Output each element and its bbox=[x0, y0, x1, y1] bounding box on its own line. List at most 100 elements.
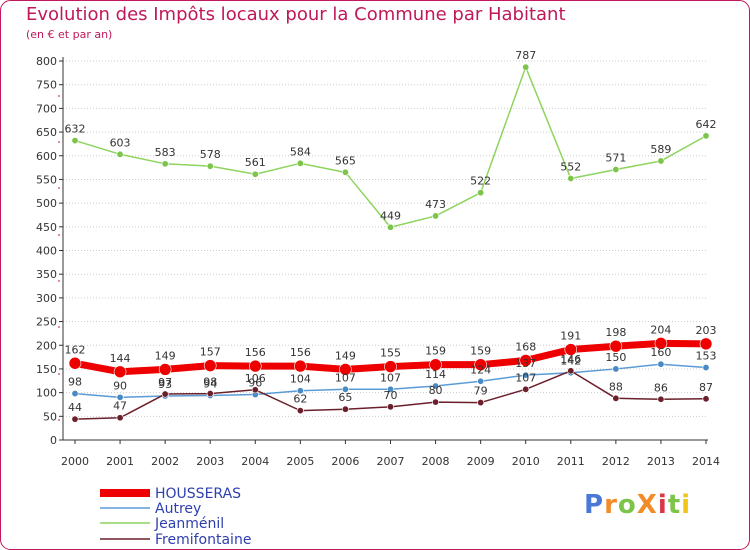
x-tick-label: 2012 bbox=[602, 455, 630, 468]
x-tick-label: 2013 bbox=[647, 455, 675, 468]
legend-label: HOUSSERAS bbox=[155, 486, 241, 502]
data-point bbox=[699, 337, 713, 351]
data-point bbox=[519, 354, 533, 367]
x-tick-label: 2005 bbox=[286, 455, 314, 468]
data-label: 160 bbox=[650, 346, 671, 359]
y-tick-label: 600 bbox=[36, 150, 57, 163]
data-point bbox=[654, 337, 668, 350]
data-label: 146 bbox=[560, 353, 581, 366]
data-label: 150 bbox=[605, 351, 626, 364]
x-tick-label: 2006 bbox=[331, 455, 359, 468]
data-label: 552 bbox=[560, 160, 581, 173]
data-label: 149 bbox=[335, 349, 356, 362]
data-point bbox=[429, 358, 442, 371]
x-tick-label: 2010 bbox=[512, 455, 540, 468]
data-label: 159 bbox=[425, 345, 446, 358]
y-tick-label: 0 bbox=[50, 434, 57, 447]
data-label: 65 bbox=[338, 391, 352, 404]
data-point bbox=[158, 363, 172, 376]
data-label: 107 bbox=[380, 371, 401, 384]
data-label: 168 bbox=[515, 340, 536, 353]
x-tick-label: 2001 bbox=[106, 455, 134, 468]
data-point bbox=[522, 371, 530, 379]
data-label: 583 bbox=[155, 146, 176, 159]
data-label: 149 bbox=[155, 349, 176, 362]
data-label: 124 bbox=[470, 363, 491, 376]
data-label: 198 bbox=[605, 326, 626, 339]
y-tick-label: 450 bbox=[36, 221, 57, 234]
data-label: 156 bbox=[290, 346, 311, 359]
y-tick-label: 400 bbox=[36, 245, 57, 258]
y-tick-label: 250 bbox=[36, 316, 57, 329]
data-label: 47 bbox=[113, 400, 127, 413]
legend-label: Fremifontaine bbox=[155, 532, 251, 548]
data-point bbox=[341, 405, 349, 413]
data-point bbox=[161, 160, 169, 168]
y-tick-label: 350 bbox=[36, 268, 57, 281]
data-label: 159 bbox=[470, 345, 491, 358]
y-tick-label: 650 bbox=[36, 126, 57, 139]
data-label: 96 bbox=[248, 377, 262, 390]
data-point bbox=[116, 414, 124, 422]
data-point bbox=[657, 360, 665, 368]
data-point bbox=[116, 393, 124, 401]
x-tick-label: 2000 bbox=[61, 455, 89, 468]
data-label: 98 bbox=[68, 376, 82, 389]
data-point bbox=[702, 395, 710, 403]
data-point bbox=[702, 364, 710, 372]
y-tick-label: 700 bbox=[36, 102, 57, 115]
data-label: 137 bbox=[515, 357, 536, 370]
data-label: 106 bbox=[245, 372, 266, 385]
data-point bbox=[68, 356, 82, 370]
data-label: 44 bbox=[68, 401, 82, 414]
legend-label: Jeanménil bbox=[154, 516, 224, 532]
data-label: 79 bbox=[474, 385, 488, 398]
data-point bbox=[206, 162, 214, 170]
y-tick-label: 100 bbox=[36, 387, 57, 400]
data-point bbox=[294, 359, 307, 373]
data-label: 86 bbox=[654, 381, 668, 394]
data-label: 62 bbox=[293, 393, 307, 406]
data-point bbox=[702, 132, 710, 140]
data-label: 94 bbox=[203, 377, 217, 390]
data-label: 142 bbox=[560, 355, 581, 368]
data-point bbox=[341, 385, 349, 393]
data-label: 561 bbox=[245, 156, 266, 169]
data-point bbox=[296, 387, 304, 395]
data-point bbox=[386, 385, 394, 393]
y-tick-label: 500 bbox=[36, 197, 57, 210]
data-point bbox=[474, 358, 487, 371]
x-tick-label: 2007 bbox=[377, 455, 405, 468]
data-point bbox=[612, 365, 620, 373]
data-label: 107 bbox=[515, 371, 536, 384]
y-tick-label: 550 bbox=[36, 173, 57, 186]
data-label: 571 bbox=[605, 151, 626, 164]
data-point bbox=[206, 390, 214, 398]
data-label: 114 bbox=[425, 368, 446, 381]
data-label: 632 bbox=[65, 123, 86, 136]
data-label: 642 bbox=[696, 118, 717, 131]
data-label: 80 bbox=[429, 384, 443, 397]
y-tick-label: 300 bbox=[36, 292, 57, 305]
data-point bbox=[657, 157, 665, 165]
data-label: 156 bbox=[245, 346, 266, 359]
data-point bbox=[612, 165, 620, 173]
data-label: 787 bbox=[515, 49, 536, 62]
data-point bbox=[432, 382, 440, 390]
data-label: 70 bbox=[384, 389, 398, 402]
y-tick-label: 800 bbox=[36, 55, 57, 68]
data-label: 97 bbox=[158, 376, 172, 389]
data-point bbox=[432, 212, 440, 220]
data-point bbox=[432, 398, 440, 406]
data-point bbox=[477, 377, 485, 385]
data-label: 449 bbox=[380, 209, 401, 222]
data-point bbox=[113, 365, 127, 379]
data-point bbox=[567, 367, 575, 375]
data-label: 603 bbox=[110, 136, 131, 149]
data-label: 93 bbox=[158, 378, 172, 391]
data-point bbox=[251, 170, 259, 178]
data-point bbox=[341, 168, 349, 176]
data-point bbox=[522, 385, 530, 393]
data-label: 144 bbox=[110, 352, 131, 365]
